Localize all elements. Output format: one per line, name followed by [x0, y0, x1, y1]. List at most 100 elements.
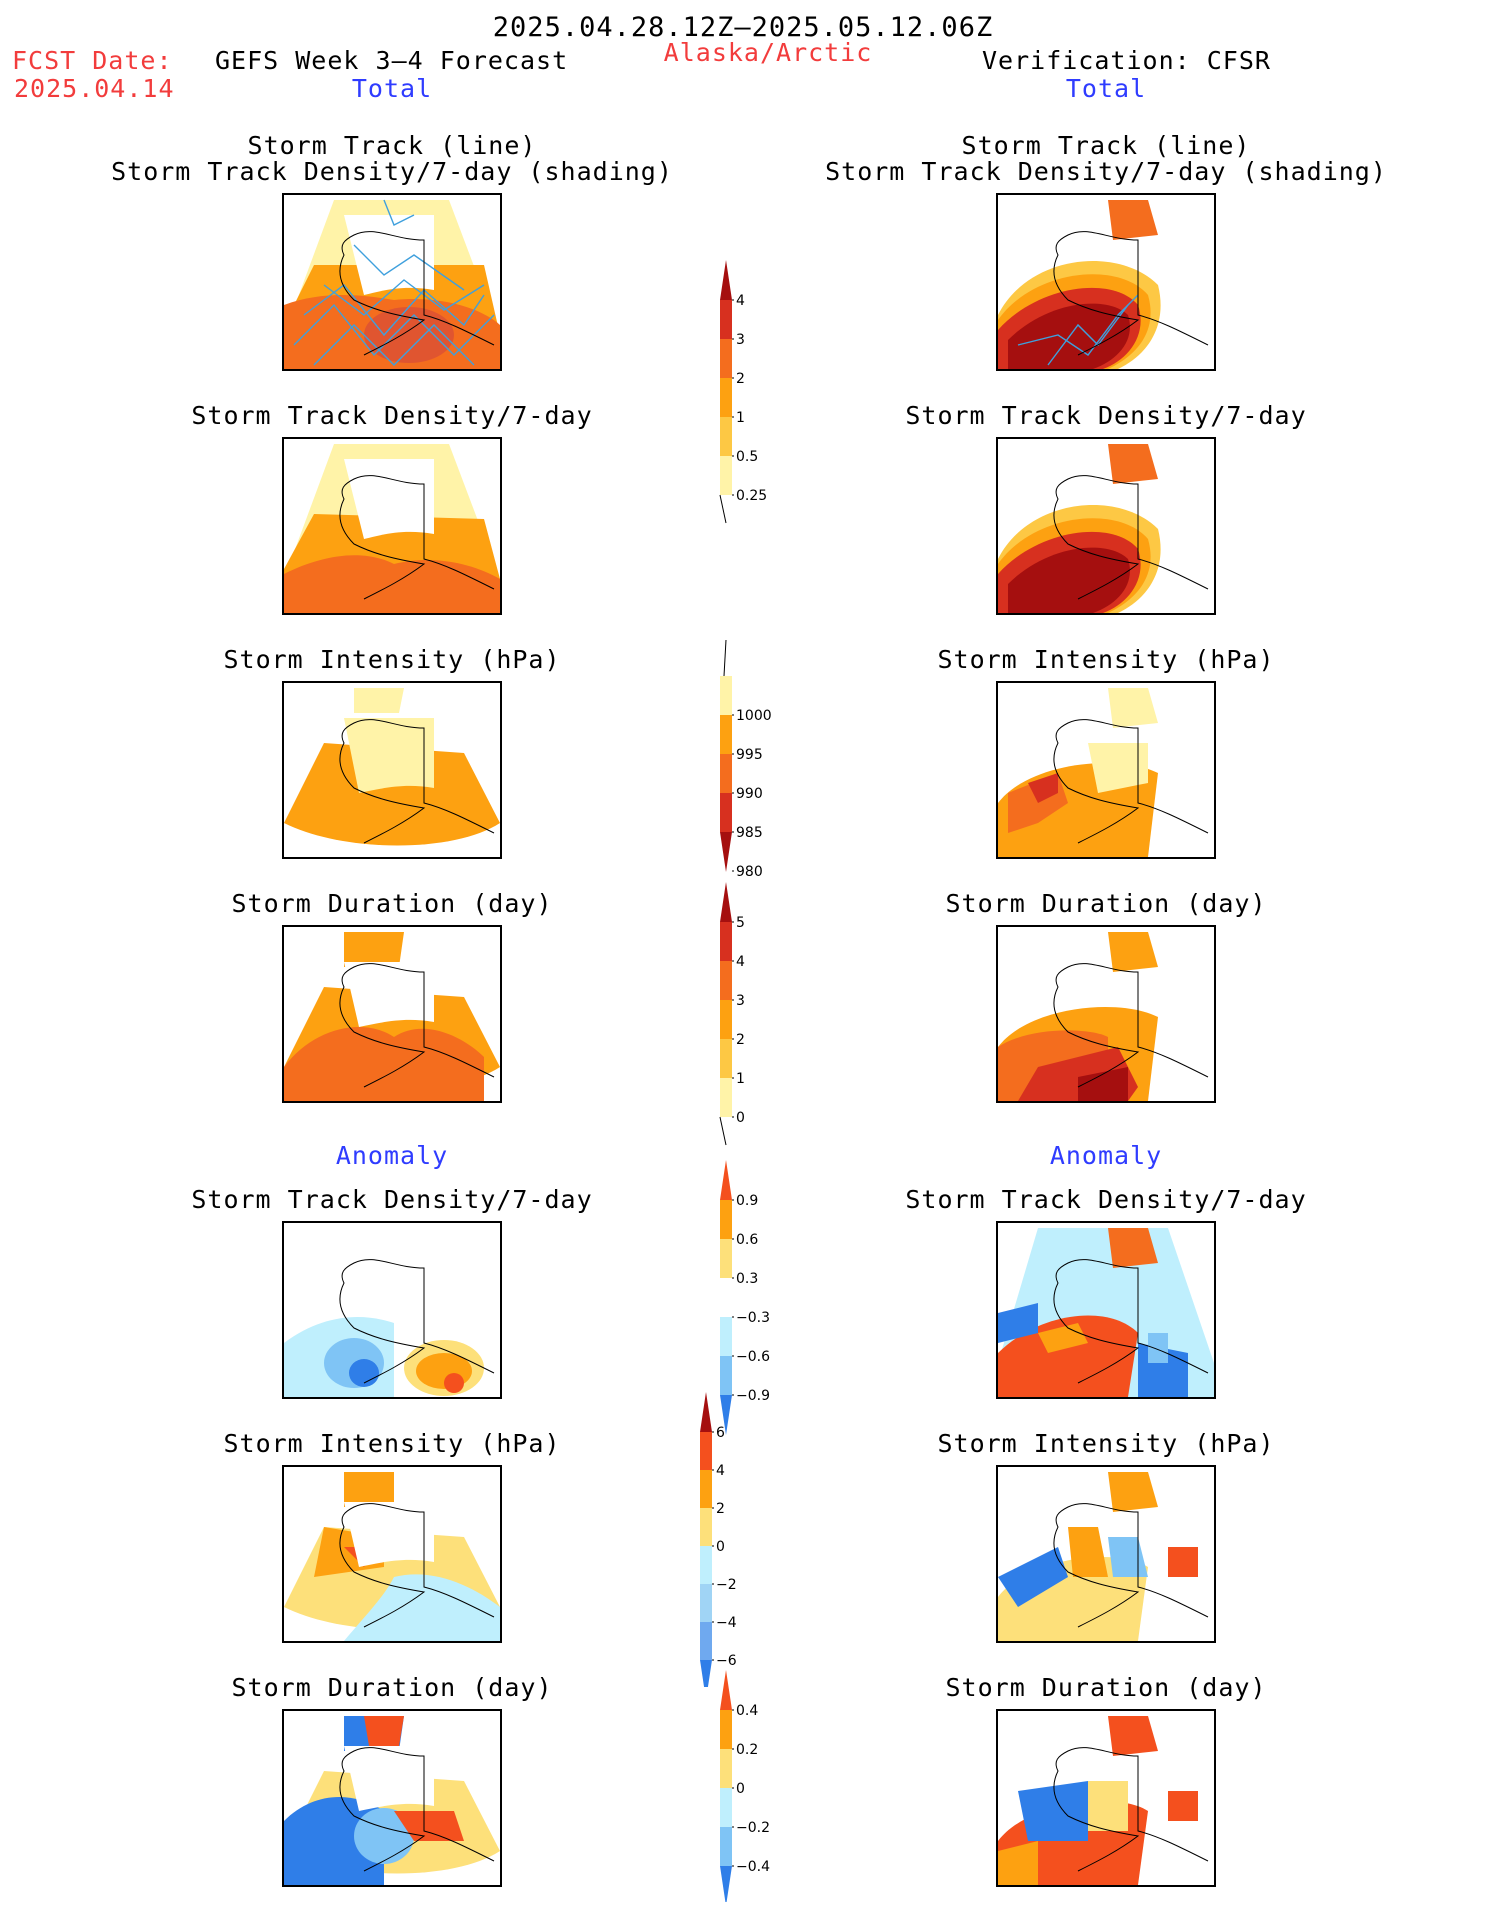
colorbar-tick-label: 2: [736, 1032, 745, 1048]
colorbar-tick-label: −4: [716, 1615, 737, 1631]
right-duration-map: [996, 925, 1216, 1103]
colorbar-tick-label: 0.4: [736, 1703, 758, 1719]
left-track-title-1: Storm Track (line): [247, 131, 537, 160]
left-intensity-title: Storm Intensity (hPa): [223, 645, 561, 674]
colorbar-segment: [720, 961, 732, 1000]
left-anomaly-header: Anomaly: [335, 1141, 449, 1170]
anom-intensity-colorbar: 6 4 2 0 −2 −4 −6: [700, 1392, 737, 1687]
colorbar-tick-label: 4: [716, 1463, 725, 1479]
colorbar-tick-label: 0.9: [736, 1193, 758, 1209]
colorbar-segment: [720, 1200, 732, 1239]
duration-colorbar: 5 4 3 2 1 0: [719, 882, 745, 1146]
colorbar-tick-label: 4: [736, 293, 745, 309]
colorbar-tick-label: −0.6: [736, 1349, 770, 1365]
forecast-title: GEFS Week 3–4 Forecast: [215, 46, 569, 75]
colorbar-segment: [700, 1660, 712, 1687]
right-section-total: Total: [1065, 74, 1147, 103]
left-anom-intensity-title: Storm Intensity (hPa): [223, 1429, 561, 1458]
colorbar-segment: [720, 1827, 732, 1866]
colorbar-tick-label: 3: [736, 993, 745, 1009]
colorbar-segment: [720, 793, 732, 832]
colorbar-segment: [720, 832, 732, 872]
right-anom-intensity-title: Storm Intensity (hPa): [937, 1429, 1275, 1458]
colorbar-tick-label: 2: [716, 1501, 725, 1517]
verification-title: Verification: CFSR: [982, 46, 1271, 75]
intensity-colorbar: 1000 995 990 985 980: [720, 640, 772, 876]
colorbar-tick-label: −0.3: [736, 1310, 770, 1326]
colorbar-tick-label: 0.3: [736, 1271, 758, 1287]
left-intensity-map: [282, 681, 502, 859]
right-density-map: [996, 437, 1216, 615]
colorbar-segment: [720, 1078, 732, 1117]
colorbar-tick-label: −0.2: [736, 1820, 770, 1836]
colorbar-segment: [700, 1432, 712, 1470]
colorbar-segment: [720, 1039, 732, 1078]
colorbar-segment: [720, 417, 732, 456]
colorbar-segment: [720, 1788, 732, 1827]
colorbar-segment: [700, 1584, 712, 1622]
left-track-map: [282, 193, 502, 371]
colorbar-tick-label: −0.4: [736, 1859, 770, 1875]
colorbar-segment: [720, 378, 732, 417]
left-anom-duration-map: [282, 1709, 502, 1887]
colorbar-segment: [720, 715, 732, 754]
colorbar-segment: [700, 1470, 712, 1508]
colorbar-segment: [720, 1278, 732, 1317]
colorbar-segment: [720, 339, 732, 378]
right-anom-intensity-map: [996, 1465, 1216, 1643]
colorbar-tick-label: 1: [736, 410, 745, 426]
colorbar-tick-label: 990: [736, 786, 763, 802]
colorbar-segment: [720, 1000, 732, 1039]
colorbar-tick-label: −0.9: [736, 1388, 770, 1404]
right-anom-duration-title: Storm Duration (day): [945, 1673, 1267, 1702]
right-density-title: Storm Track Density/7-day: [905, 401, 1307, 430]
colorbar-segment: [720, 676, 732, 715]
left-duration-map: [282, 925, 502, 1103]
right-track-title-2: Storm Track Density/7-day (shading): [825, 157, 1387, 186]
left-section-total: Total: [351, 74, 433, 103]
right-anom-density-title: Storm Track Density/7-day: [905, 1185, 1307, 1214]
colorbar-segment: [720, 1395, 732, 1435]
colorbar-tick-label: −2: [716, 1577, 737, 1593]
colorbar-segment: [720, 882, 732, 922]
region-title: Alaska/Arctic: [663, 38, 873, 67]
right-intensity-title: Storm Intensity (hPa): [937, 645, 1275, 674]
colorbar-tick-label: 995: [736, 747, 763, 763]
colorbar-segment: [700, 1508, 712, 1546]
left-anom-density-title: Storm Track Density/7-day: [191, 1185, 593, 1214]
date-range-title: 2025.04.28.12Z–2025.05.12.06Z: [492, 12, 994, 43]
colorbar-tick-label: 6: [716, 1425, 725, 1441]
colorbar-segment: [720, 1160, 732, 1200]
colorbar-tick-label: 0: [736, 1110, 745, 1126]
colorbar-tick-label: 2: [736, 371, 745, 387]
colorbar-segment: [720, 260, 732, 300]
colorbar-segment: [720, 1710, 732, 1749]
colorbar-tick-label: 1000: [736, 708, 772, 724]
anom-duration-colorbar: 0.4 0.2 0 −0.2 −0.4: [720, 1670, 770, 1902]
colorbar-segment: [720, 754, 732, 793]
colorbar-tick-label: 0.25: [736, 488, 767, 504]
right-duration-title: Storm Duration (day): [945, 889, 1267, 918]
left-anom-intensity-map: [282, 1465, 502, 1643]
right-anom-duration-map: [996, 1709, 1216, 1887]
colorbar-segment: [720, 1670, 732, 1710]
right-anom-density-map: [996, 1221, 1216, 1399]
colorbar-segment: [720, 922, 732, 961]
colorbar-segment: [700, 1546, 712, 1584]
colorbar-tick-label: 980: [736, 864, 763, 876]
colorbar-segment: [720, 300, 732, 339]
left-anom-density-map: [282, 1221, 502, 1399]
colorbar-tick-label: 1: [736, 1071, 745, 1087]
left-density-title: Storm Track Density/7-day: [191, 401, 593, 430]
right-anomaly-header: Anomaly: [1049, 1141, 1163, 1170]
colorbar-tick-label: 4: [736, 954, 745, 970]
fcst-date-label: FCST Date:: [12, 46, 173, 75]
left-duration-title: Storm Duration (day): [231, 889, 553, 918]
density-colorbar: 4 3 2 1 0.5 0.25: [719, 260, 767, 524]
colorbar-segment: [720, 1317, 732, 1356]
colorbar-tick-label: 3: [736, 332, 745, 348]
right-intensity-map: [996, 681, 1216, 859]
colorbar-segment: [720, 1239, 732, 1278]
colorbar-tick-label: −6: [716, 1653, 737, 1669]
colorbar-tick-label: 0.5: [736, 449, 758, 465]
